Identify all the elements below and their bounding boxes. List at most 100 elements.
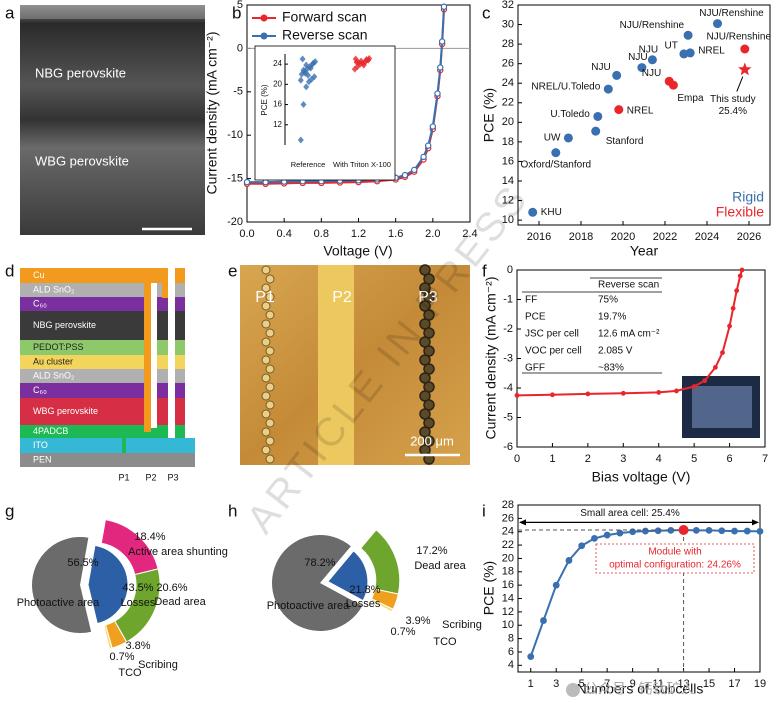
y-tick-label: -10 [227,129,243,141]
segment-label: Scribing [442,619,482,631]
y-tick-label: -3 [503,352,513,364]
y-tick-label: 16 [502,155,514,167]
layer-label: Au cluster [33,356,73,366]
inset-point [360,61,367,69]
data-point [434,90,441,97]
layer [20,383,185,398]
bead [265,364,275,374]
data-point [691,384,697,389]
inset-point [300,66,307,74]
inset-point [297,136,304,144]
sem-top-layer [20,5,205,19]
panel-label: b [232,3,241,22]
data-point [705,526,713,534]
layer-label: WBG perovskite [33,406,98,416]
segment-value-label: 17.2% [416,545,447,557]
layer [20,453,195,467]
scribe-label: P3 [167,472,178,482]
data-point [620,390,626,396]
layer-label: NBG perovskite [33,320,96,330]
y-tick-label: -20 [227,216,243,228]
layer [20,268,185,283]
inset-frame [254,45,396,181]
data-point [401,171,409,179]
inset-y-tick-label: 12 [273,120,282,129]
layer [20,340,185,355]
data-point [593,111,603,121]
inset-point [300,101,307,109]
image-label: P2 [332,289,352,306]
data-point [737,273,743,279]
x-tick-label: 2 [585,453,591,465]
x-tick-label: 0.4 [277,228,292,240]
bead [261,373,271,383]
data-point [756,527,764,535]
data-point [668,80,678,90]
segment-value-label: 18.4% [134,531,165,543]
data-point [654,527,662,535]
x-tick-label: 1.6 [388,228,403,240]
x-tick-label: 2020 [611,231,635,243]
data-point [637,63,647,73]
point-label: NJU/Renshine [699,8,764,19]
point-label: UT [665,41,678,52]
x-tick-label: 5 [691,453,697,465]
point-label: NJU/Renshine [707,32,772,43]
x-tick-label: 5 [579,678,585,690]
point-label: NREL/U.Toledo [531,82,600,93]
highlight-value-label: 25.4% [719,106,747,117]
segment-label: Active area shunting [128,546,228,558]
bead [265,382,275,392]
y-tick-label: -4 [503,382,513,394]
p2-gap [151,283,157,428]
x-tick-label: 3 [620,453,626,465]
data-point [685,48,695,58]
y-tick-label: 20 [502,552,514,564]
data-point [591,535,598,542]
data-point [591,126,601,136]
slice-value-label: 78.2% [304,557,335,569]
p1-scribe [122,438,126,453]
y-tick-label: 14 [502,175,514,187]
plot-frame [517,4,771,226]
table-cell: ~83% [598,363,624,374]
bead [265,418,275,428]
point-label: Empa [677,93,704,104]
image-label: WBG perovskite [35,153,129,168]
data-point [647,55,657,65]
x-tick-label: 0.8 [314,228,329,240]
p2-stripe [318,265,354,465]
bead [261,337,271,347]
x-tick-label: 9 [630,678,636,690]
layer-label: PEDOT:PSS [33,342,84,352]
data-point [730,305,736,311]
table-cell: GFF [525,363,545,374]
slice-label: Losses [121,597,156,609]
data-point [739,267,745,273]
x-tick-label: 2022 [653,231,677,243]
data-point [718,527,726,535]
pie-slice [31,536,92,633]
pie-slice [327,550,369,602]
segment-value-label: 3.8% [125,640,150,652]
y-tick-label: -15 [227,173,243,185]
slice-value-label: 56.5% [67,557,98,569]
y-tick-label: 24 [502,77,514,89]
data-point [603,531,611,539]
point-label: U.Toledo [550,109,590,120]
layer-label: Cu [33,270,45,280]
x-tick-label: 4 [656,453,662,465]
layer [20,311,185,340]
point-label: NJU [591,62,610,73]
bead [261,427,271,437]
y-tick-label: 8 [508,633,514,645]
panel-label: d [5,261,14,280]
layer-label: ALD SnO₂ [33,370,75,380]
y-tick-label: 18 [502,136,514,148]
y-tick-label: 28 [502,499,514,511]
legend-marker [260,32,268,40]
segment-value-label: 3.9% [405,615,430,627]
bead [265,454,275,464]
data-point [612,70,622,80]
y-tick-label: 22 [502,539,514,551]
